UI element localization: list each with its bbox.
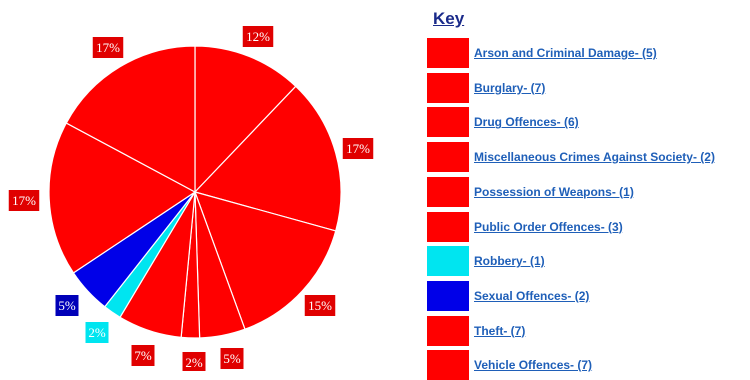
slice-label: 2% (182, 352, 206, 371)
legend-item[interactable]: Drug Offences- (6) (427, 107, 579, 138)
legend-link[interactable]: Theft- (7) (474, 323, 526, 338)
slice-label: 7% (131, 345, 155, 366)
legend-swatch (427, 72, 469, 103)
legend-swatch (427, 280, 469, 311)
svg-text:7%: 7% (134, 348, 152, 363)
svg-text:5%: 5% (223, 351, 241, 366)
legend-swatch (427, 142, 469, 173)
slice-label: 15% (304, 295, 336, 316)
legend-swatch (427, 315, 469, 346)
slice-label: 17% (342, 138, 374, 159)
legend-title: Key (433, 9, 465, 28)
legend-item[interactable]: Miscellaneous Crimes Against Society- (2… (427, 142, 715, 173)
legend-link[interactable]: Public Order Offences- (3) (474, 219, 623, 234)
pie-chart: 12% 17% 15% 5% 2% 7% 2% 5% 17% 17% (8, 26, 374, 371)
slice-label: 5% (220, 348, 244, 369)
legend-link[interactable]: Sexual Offences- (2) (474, 288, 590, 303)
legend-swatch (427, 211, 469, 242)
legend: Key Arson and Criminal Damage- (5) Burgla… (427, 8, 750, 380)
svg-text:5%: 5% (58, 298, 76, 313)
legend-link[interactable]: Burglary- (7) (474, 80, 546, 95)
legend-swatch (427, 246, 469, 277)
legend-link[interactable]: Arson and Criminal Damage- (5) (474, 46, 657, 60)
svg-text:17%: 17% (12, 193, 36, 208)
svg-text:12%: 12% (246, 29, 270, 44)
pie-slice (48, 122, 197, 274)
legend-link[interactable]: Robbery- (1) (474, 254, 545, 269)
pie-slice (193, 85, 342, 232)
legend-link[interactable]: Possession of Weapons- (1) (474, 184, 634, 199)
svg-text:2%: 2% (88, 325, 106, 340)
legend-item[interactable]: Possession of Weapons- (1) (427, 176, 634, 207)
legend-swatch (427, 107, 469, 138)
legend-item[interactable]: Public Order Offences- (3) (427, 211, 623, 242)
legend-item[interactable]: Vehicle Offences- (7) (427, 350, 592, 380)
slice-label: 12% (242, 26, 274, 47)
legend-item[interactable]: Theft- (7) (427, 315, 526, 346)
slice-label: 2% (85, 322, 109, 343)
legend-swatch (427, 38, 469, 68)
slice-label: 17% (92, 37, 124, 58)
legend-item[interactable]: Robbery- (1) (427, 246, 545, 277)
pie-slice (194, 191, 337, 330)
pie-slice (194, 45, 297, 194)
svg-text:15%: 15% (308, 298, 332, 313)
slice-label: 5% (55, 295, 79, 316)
legend-swatch (427, 176, 469, 207)
slice-label: 17% (8, 190, 40, 211)
legend-item[interactable]: Sexual Offences- (2) (427, 280, 590, 311)
legend-link[interactable]: Miscellaneous Crimes Against Society- (2… (474, 150, 715, 165)
legend-link[interactable]: Vehicle Offences- (7) (474, 358, 593, 373)
legend-swatch (427, 350, 469, 380)
legend-item[interactable]: Burglary- (7) (427, 72, 546, 103)
legend-link[interactable]: Drug Offences- (6) (474, 115, 579, 130)
svg-text:2%: 2% (185, 355, 203, 370)
svg-text:17%: 17% (346, 141, 370, 156)
legend-item[interactable]: Arson and Criminal Damage- (5) (427, 38, 657, 68)
svg-text:17%: 17% (96, 40, 120, 55)
pie-slice (65, 45, 196, 194)
